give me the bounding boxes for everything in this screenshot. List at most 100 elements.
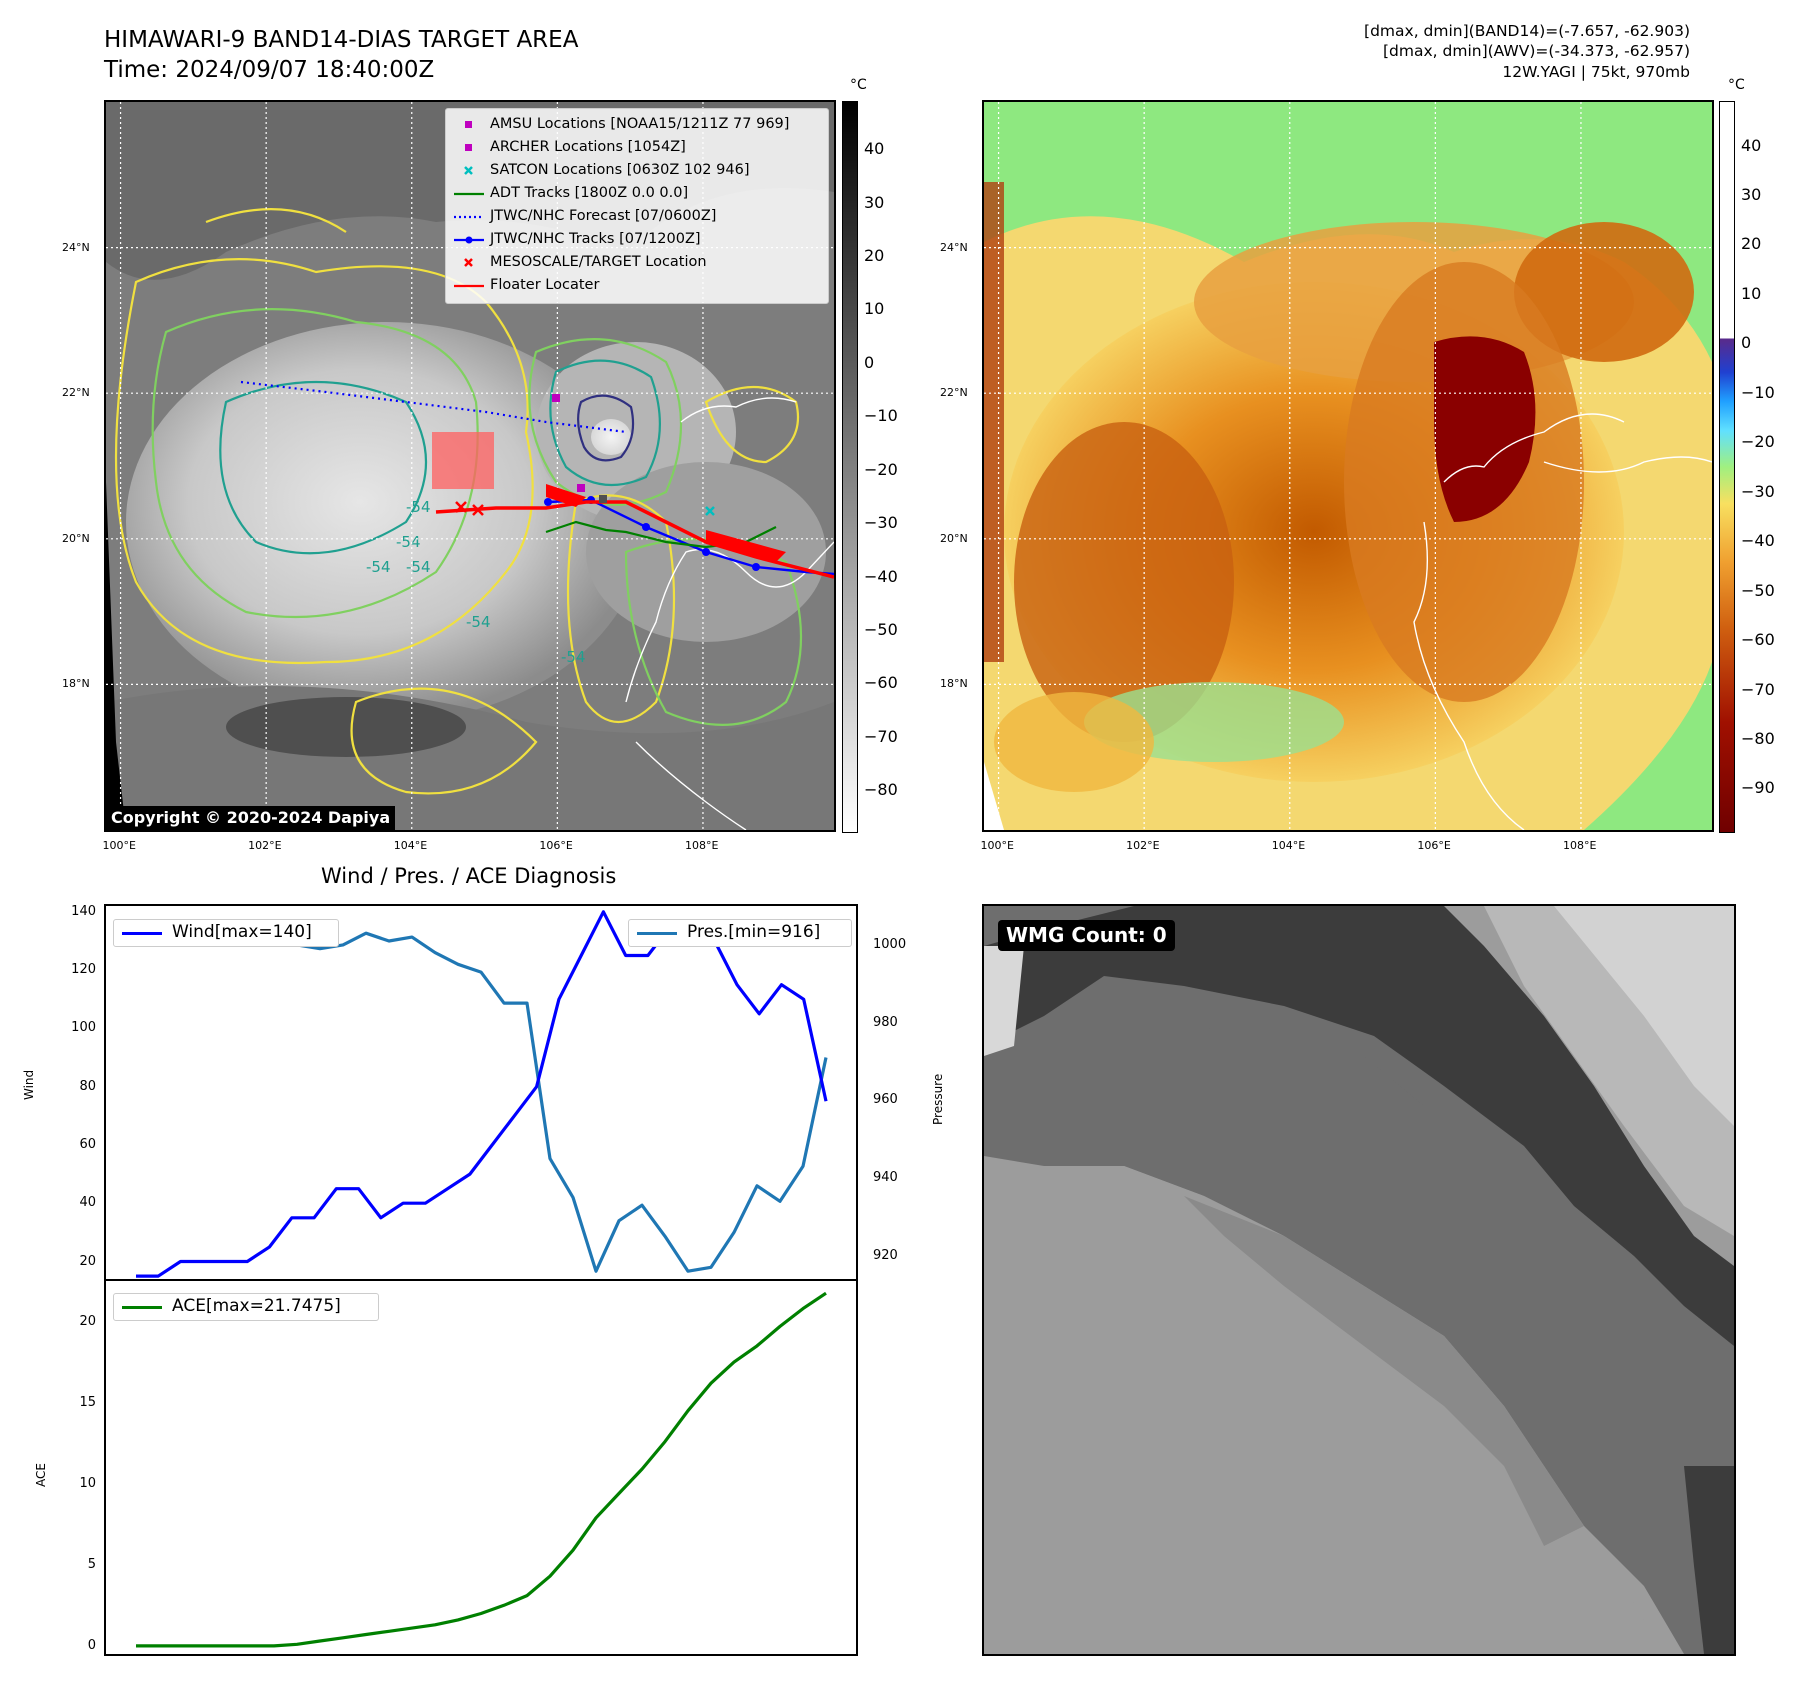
mesoscale-target-marker	[472, 504, 484, 516]
wind-axis-label: Wind	[22, 1069, 36, 1100]
legend-label: JTWC/NHC Tracks [07/1200Z]	[490, 231, 701, 247]
pressure-tick-label: 960	[873, 1092, 898, 1108]
legend-label: Floater Locater	[490, 277, 600, 293]
legend-label: AMSU Locations [NOAA15/1211Z 77 969]	[490, 116, 790, 132]
amsu-location-marker	[552, 394, 560, 402]
awv-map	[982, 100, 1714, 832]
wind-series-line	[136, 910, 828, 1278]
band14-lat-label: 20°N	[62, 531, 90, 545]
wind-tick-label: 140	[71, 903, 96, 919]
colorbar-tick-label: 10	[1741, 283, 1762, 303]
band14-lat-label: 18°N	[62, 677, 90, 691]
band14-lon-label: 108°E	[684, 839, 719, 852]
pressure-series-line	[136, 919, 828, 1273]
colorbar-tick-label: −20	[1741, 432, 1775, 452]
band14-lon-label: 100°E	[102, 839, 136, 852]
archer-location-marker	[599, 495, 607, 503]
colorbar-tick-label: −90	[1741, 778, 1775, 798]
wind-tick-label: 100	[71, 1020, 96, 1036]
target-area-box	[432, 432, 494, 489]
ace-tick-label: 20	[79, 1313, 96, 1329]
colorbar-tick-label: −10	[1741, 382, 1775, 402]
wind-tick-label: 120	[71, 962, 96, 978]
ace-tick-label: 10	[79, 1475, 96, 1491]
legend-item: AMSU Locations [NOAA15/1211Z 77 969]	[446, 114, 826, 136]
colorbar-tick-label: 40	[1741, 135, 1762, 155]
contour-label: -54	[396, 533, 421, 551]
colorbar-tick-label: −80	[1741, 729, 1775, 749]
wmg-count-badge: WMG Count: 0	[998, 920, 1175, 951]
legend-symbol	[454, 192, 484, 196]
wmg-panel: WMG Count: 0	[982, 904, 1736, 1656]
legend-symbol	[454, 284, 484, 288]
wind-legend-label: Wind[max=140]	[172, 922, 312, 942]
pressure-tick-label: 940	[873, 1169, 898, 1185]
band14-lat-label: 22°N	[62, 386, 90, 400]
legend-symbol	[454, 236, 484, 244]
legend-symbol	[454, 215, 484, 219]
colorbar-tick-label: 20	[864, 245, 885, 265]
band14-colorbar	[842, 101, 858, 833]
diagnosis-title: Wind / Pres. / ACE Diagnosis	[321, 864, 617, 888]
colorbar-tick-label: −20	[864, 459, 898, 479]
band14-map: -54 -54 -54 -54 -54 -54 AMSU Locations […	[104, 100, 836, 832]
awv-lon-label: 102°E	[1126, 839, 1160, 852]
wind-legend: Wind[max=140]	[113, 919, 339, 947]
ace-legend: ACE[max=21.7475]	[113, 1293, 379, 1321]
band14-colorbar-unit: °C	[850, 77, 867, 93]
pressure-axis-label: Pressure	[931, 1073, 945, 1125]
contour-label: -54	[406, 498, 431, 516]
legend-label: MESOSCALE/TARGET Location	[490, 254, 707, 270]
figure-title-line2: Time: 2024/09/07 18:40:00Z	[104, 57, 435, 83]
colorbar-tick-label: −70	[864, 726, 898, 746]
colorbar-tick-label: −10	[864, 406, 898, 426]
colorbar-tick-label: 10	[864, 299, 885, 319]
awv-lon-label: 108°E	[1562, 839, 1597, 852]
awv-lon-label: 106°E	[1417, 839, 1451, 852]
colorbar-tick-label: 0	[1741, 333, 1752, 353]
ace-legend-label: ACE[max=21.7475]	[172, 1296, 341, 1316]
awv-lon-label: 104°E	[1271, 839, 1306, 852]
colorbar-tick-label: −50	[864, 619, 898, 639]
wind-tick-label: 80	[79, 1078, 96, 1094]
legend-item: JTWC/NHC Tracks [07/1200Z]	[446, 229, 826, 251]
contour-label: -54	[466, 613, 491, 631]
band14-lon-label: 106°E	[539, 839, 573, 852]
legend-symbol	[464, 166, 473, 175]
awv-colorbar-unit: °C	[1728, 77, 1745, 93]
legend-item: ARCHER Locations [1054Z]	[446, 137, 826, 159]
jtwc-track-point	[642, 523, 650, 531]
colorbar-tick-label: −50	[1741, 580, 1775, 600]
legend-item: ADT Tracks [1800Z 0.0 0.0]	[446, 183, 826, 205]
ace-tick-label: 15	[79, 1394, 96, 1410]
colorbar-tick-label: 0	[864, 352, 875, 372]
legend-label: JTWC/NHC Forecast [07/0600Z]	[490, 208, 717, 224]
pressure-tick-label: 1000	[873, 936, 907, 952]
contour-label: -54	[366, 558, 391, 576]
awv-lon-label: 100°E	[980, 839, 1014, 852]
colorbar-tick-label: −40	[1741, 531, 1775, 551]
legend-item: Floater Locater	[446, 275, 826, 297]
figure-title-line1: HIMAWARI-9 BAND14-DIAS TARGET AREA	[104, 27, 579, 53]
jtwc-track-point	[752, 563, 760, 571]
ace-axis-label: ACE	[34, 1463, 48, 1487]
awv-colorbar	[1719, 101, 1735, 833]
pressure-tick-label: 920	[873, 1247, 898, 1263]
colorbar-tick-label: 30	[864, 192, 885, 212]
awv-lat-label: 22°N	[940, 386, 968, 400]
colorbar-tick-label: −70	[1741, 679, 1775, 699]
jtwc-track-point	[702, 548, 710, 556]
wind-pressure-chart: Wind[max=140] Pres.[min=916]	[104, 904, 858, 1281]
colorbar-tick-label: −30	[864, 513, 898, 533]
wind-legend-swatch	[122, 932, 162, 935]
jtwc-track-point	[544, 498, 552, 506]
ace-tick-label: 5	[87, 1556, 96, 1572]
colorbar-tick-label: 20	[1741, 234, 1762, 254]
legend-item: SATCON Locations [0630Z 102 946]	[446, 160, 826, 182]
legend-label: ARCHER Locations [1054Z]	[490, 139, 686, 155]
satcon-location-marker	[705, 506, 715, 516]
pressure-legend-label: Pres.[min=916]	[687, 922, 821, 942]
pressure-legend-swatch	[637, 932, 677, 935]
colorbar-tick-label: −80	[864, 780, 898, 800]
floater-locater-band	[546, 484, 786, 562]
